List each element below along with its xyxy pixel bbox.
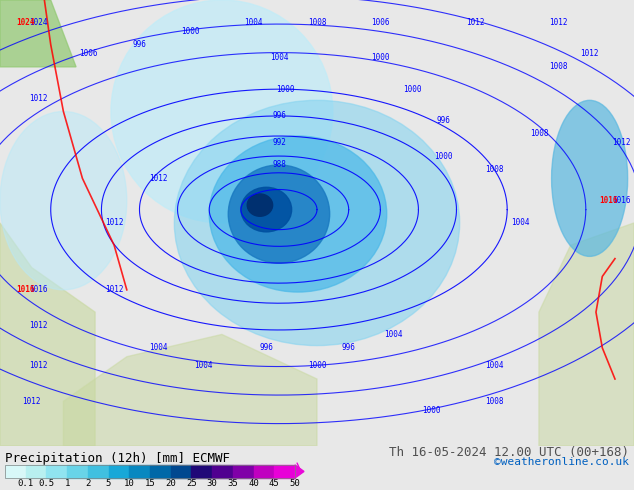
Text: 50: 50 <box>290 479 301 488</box>
Text: 1006: 1006 <box>371 18 390 27</box>
Text: 996: 996 <box>259 343 273 352</box>
Text: 996: 996 <box>272 111 286 121</box>
Text: 1000: 1000 <box>434 151 453 161</box>
Ellipse shape <box>228 165 330 263</box>
Text: 1016: 1016 <box>29 285 48 294</box>
Text: 25: 25 <box>186 479 197 488</box>
Text: 1012: 1012 <box>548 18 567 27</box>
Text: 1012: 1012 <box>466 18 485 27</box>
Polygon shape <box>63 334 317 446</box>
Text: 1012: 1012 <box>612 138 631 147</box>
Bar <box>108 465 129 478</box>
Text: Th 16-05-2024 12.00 UTC (00+168): Th 16-05-2024 12.00 UTC (00+168) <box>389 446 629 459</box>
Text: 1000: 1000 <box>422 406 441 415</box>
Text: 1000: 1000 <box>307 361 327 370</box>
Text: 1024: 1024 <box>29 18 48 27</box>
Bar <box>88 465 108 478</box>
Text: 1000: 1000 <box>371 53 390 62</box>
Text: 1000: 1000 <box>403 85 422 94</box>
Text: 1016: 1016 <box>612 196 631 205</box>
Text: 45: 45 <box>269 479 280 488</box>
Bar <box>191 465 212 478</box>
Text: 1000: 1000 <box>181 27 200 36</box>
Text: 996: 996 <box>342 343 356 352</box>
Ellipse shape <box>241 187 292 232</box>
Text: 1008: 1008 <box>548 62 567 72</box>
Text: 1004: 1004 <box>269 53 288 62</box>
Ellipse shape <box>209 136 387 292</box>
Text: 1008: 1008 <box>485 165 504 174</box>
Polygon shape <box>295 465 304 478</box>
Bar <box>5 465 295 478</box>
Text: 40: 40 <box>248 479 259 488</box>
Bar <box>254 465 275 478</box>
Polygon shape <box>0 223 95 446</box>
Bar <box>171 465 191 478</box>
Text: 0.1: 0.1 <box>18 479 34 488</box>
Text: 1004: 1004 <box>149 343 168 352</box>
Text: 1012: 1012 <box>580 49 599 58</box>
Text: 996: 996 <box>437 116 451 125</box>
Text: 1004: 1004 <box>244 18 263 27</box>
Text: 1012: 1012 <box>22 397 41 406</box>
Text: 1008: 1008 <box>529 129 548 138</box>
Text: 20: 20 <box>165 479 176 488</box>
Text: 1012: 1012 <box>29 94 48 102</box>
Text: 35: 35 <box>228 479 238 488</box>
Text: 1000: 1000 <box>276 85 295 94</box>
Ellipse shape <box>0 112 127 290</box>
Text: 1016: 1016 <box>16 285 35 294</box>
Bar <box>5 465 26 478</box>
Polygon shape <box>539 223 634 446</box>
Text: 1016: 1016 <box>599 196 618 205</box>
Text: Precipitation (12h) [mm] ECMWF: Precipitation (12h) [mm] ECMWF <box>5 452 230 465</box>
Text: 5: 5 <box>106 479 111 488</box>
Bar <box>67 465 88 478</box>
Ellipse shape <box>247 194 273 216</box>
Bar <box>275 465 295 478</box>
Text: 1012: 1012 <box>29 321 48 330</box>
Text: 1012: 1012 <box>105 285 124 294</box>
Text: 10: 10 <box>124 479 134 488</box>
Text: 996: 996 <box>133 40 146 49</box>
Text: 30: 30 <box>207 479 217 488</box>
Text: 1004: 1004 <box>485 361 504 370</box>
Text: 1012: 1012 <box>105 219 124 227</box>
Bar <box>26 465 46 478</box>
Text: 1008: 1008 <box>485 397 504 406</box>
Text: ©weatheronline.co.uk: ©weatheronline.co.uk <box>494 457 629 467</box>
Text: 988: 988 <box>272 161 286 170</box>
Bar <box>150 465 171 478</box>
Text: 1008: 1008 <box>307 18 327 27</box>
Text: 1004: 1004 <box>510 219 529 227</box>
Bar <box>46 465 67 478</box>
Text: 1012: 1012 <box>149 174 168 183</box>
Text: 15: 15 <box>145 479 155 488</box>
Text: 992: 992 <box>272 138 286 147</box>
Polygon shape <box>0 0 76 67</box>
Text: 1: 1 <box>65 479 70 488</box>
Bar <box>233 465 254 478</box>
Text: 1004: 1004 <box>193 361 212 370</box>
Text: 1006: 1006 <box>79 49 98 58</box>
Bar <box>212 465 233 478</box>
Text: 1024: 1024 <box>16 18 35 27</box>
Bar <box>129 465 150 478</box>
Text: 2: 2 <box>85 479 91 488</box>
Ellipse shape <box>174 100 460 345</box>
Text: 0.5: 0.5 <box>39 479 55 488</box>
Ellipse shape <box>552 100 628 256</box>
Ellipse shape <box>111 0 333 223</box>
Text: 1004: 1004 <box>384 330 403 339</box>
Text: 1012: 1012 <box>29 361 48 370</box>
